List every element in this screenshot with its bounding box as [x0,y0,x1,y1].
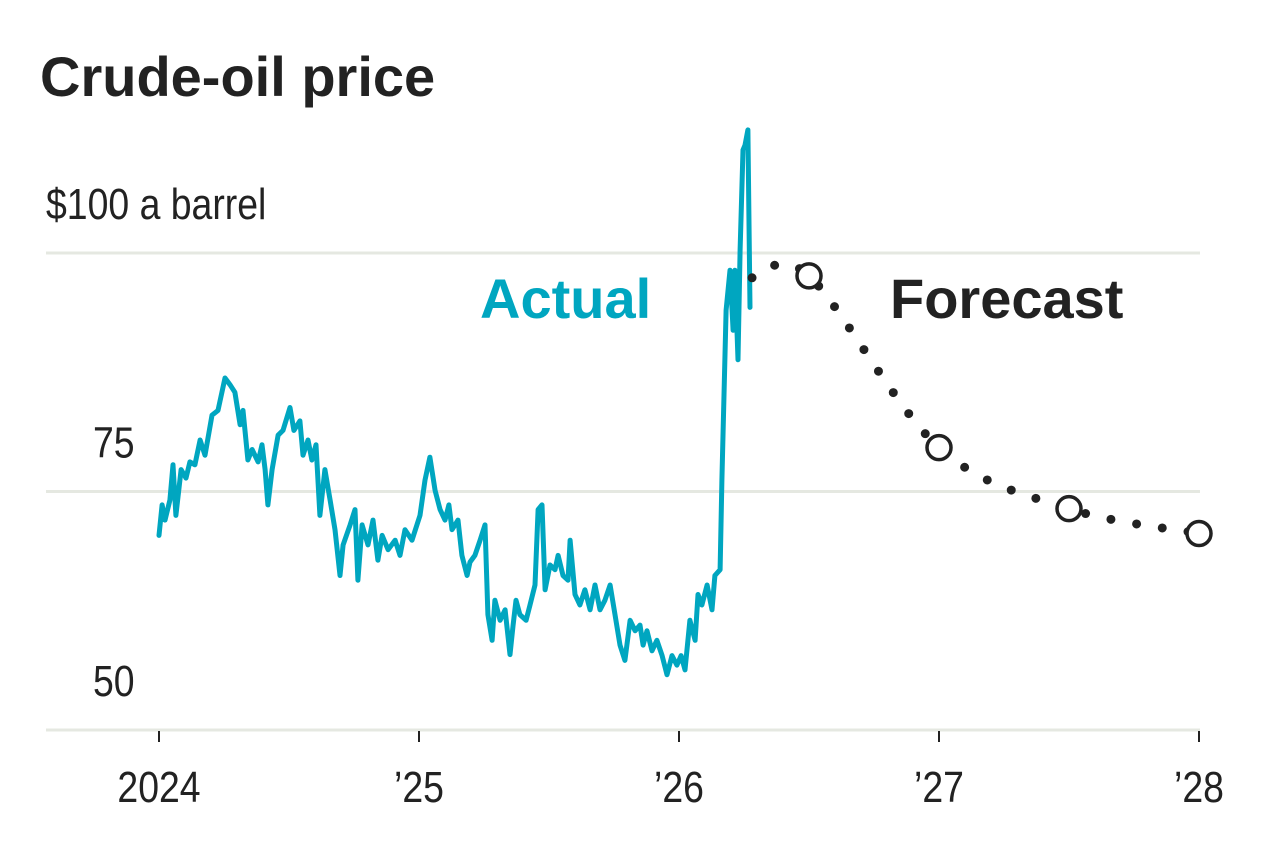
x-tick-label: 2024 [117,762,200,812]
forecast-marker [1185,519,1213,548]
y-tick-label: $100 a barrel [46,179,266,229]
legend-forecast: Forecast [890,267,1123,330]
y-tick-label: 50 [93,656,135,706]
forecast-dotted-line [747,259,1204,538]
y-tick-label: 75 [93,418,135,468]
x-tick-label: ’27 [914,762,964,812]
forecast-marker [795,262,823,290]
y-axis-labels: 50 75 $100 a barrel [46,179,266,706]
chart-title: Crude-oil price [40,45,435,108]
x-axis-labels: 2024 ’25 ’26 ’27 ’28 [117,762,1224,812]
legend-actual: Actual [480,267,651,330]
series-layer [156,127,1213,678]
x-tick-label: ’25 [394,762,444,812]
forecast-marker [1055,494,1083,523]
actual-price-line [156,127,753,678]
x-tick-label: ’26 [654,762,704,812]
x-tick-label: ’28 [1174,762,1224,812]
forecast-marker [925,433,953,462]
